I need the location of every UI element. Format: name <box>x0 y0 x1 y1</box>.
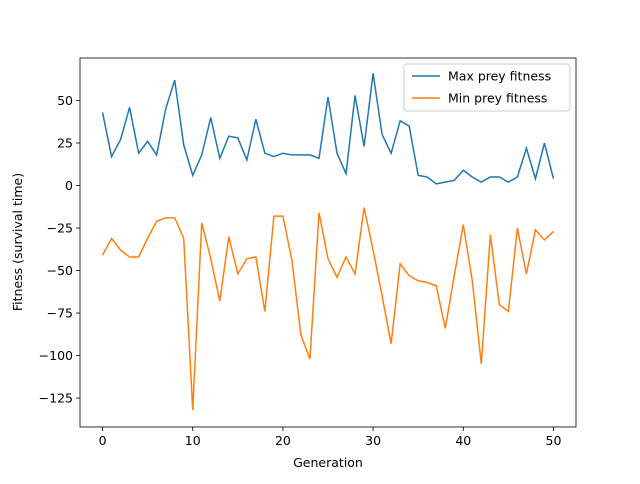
x-tick-label: 30 <box>365 433 381 448</box>
x-tick-label: 10 <box>185 433 201 448</box>
y-tick-label: 50 <box>57 93 73 108</box>
line-series <box>101 207 554 411</box>
y-tick-label: 25 <box>57 136 73 151</box>
y-axis-label: Fitness (survival time) <box>10 173 25 311</box>
x-axis-label: Generation <box>293 455 363 470</box>
x-tick-label: 50 <box>546 433 562 448</box>
y-tick-label: −125 <box>39 391 73 406</box>
y-tick-label: 0 <box>65 178 73 193</box>
y-tick-label: −75 <box>47 306 73 321</box>
plot-frame <box>79 57 577 428</box>
x-tick-label: 0 <box>99 433 107 448</box>
x-tick-label: 40 <box>455 433 471 448</box>
legend-label: Max prey fitness <box>448 69 551 84</box>
x-tick-label: 20 <box>275 433 291 448</box>
legend-box <box>403 63 571 112</box>
line-series <box>101 73 555 185</box>
y-tick-label: −100 <box>39 348 73 363</box>
y-tick-label: −50 <box>47 263 73 278</box>
legend-label: Min prey fitness <box>448 91 547 106</box>
y-tick-label: −25 <box>47 221 73 236</box>
